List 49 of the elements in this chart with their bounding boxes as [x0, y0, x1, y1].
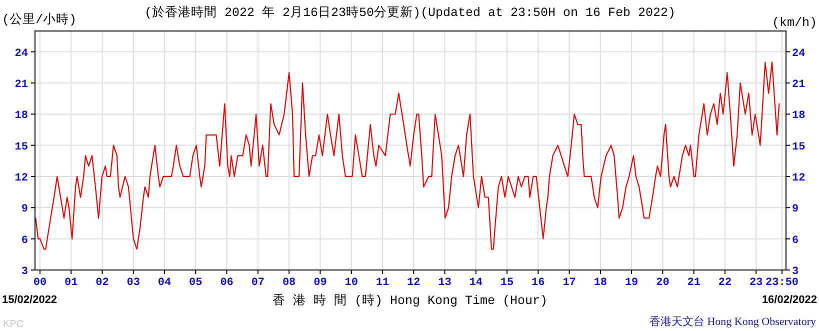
y2-tick-label: 9: [792, 204, 799, 216]
x-tick-label: 23:50: [766, 277, 799, 289]
y-tick-label: 18: [14, 110, 28, 122]
text: 15/02/2022: [2, 294, 58, 306]
y-tick-label: 6: [21, 234, 28, 247]
x-tick-label: 18: [594, 277, 608, 289]
x-tick-label: 06: [220, 277, 234, 289]
x-tick-label: 00: [33, 277, 47, 289]
y2-tick-label: 15: [792, 141, 806, 154]
x-tick-label: 20: [656, 277, 670, 289]
x-tick-label: 21: [687, 277, 701, 289]
line-series: [35, 62, 780, 250]
x-tick-label: 12: [407, 277, 420, 289]
x-tick-label: 08: [282, 277, 296, 289]
x-tick-label: 04: [158, 277, 172, 289]
y-tick-label: 12: [14, 172, 28, 184]
y-axis-title: (公里/小時): [2, 12, 77, 27]
y-tick-label: 9: [21, 204, 28, 216]
y-tick-label: 3: [21, 266, 28, 278]
x-tick-label: 05: [189, 277, 203, 289]
y2-tick-label: 18: [792, 110, 806, 122]
x-axis-title: 香 港 時 間 (時) Hong Kong Time (Hour): [272, 293, 548, 308]
x-tick-label: 07: [251, 277, 265, 289]
x-tick-label: 19: [624, 277, 638, 289]
text: 16/02/2022: [762, 294, 817, 306]
y2-tick-label: 24: [792, 48, 806, 60]
y2-axis-title: (km/h): [772, 16, 817, 30]
y-tick-label: 24: [14, 48, 28, 60]
y2-tick-label: 3: [792, 266, 799, 278]
text: 香港天文台 Hong Kong Observatory: [649, 315, 816, 328]
chart-title: (於香港時間 2022 年 2月16日23時50分更新)(Updated at 23:50H on 16 Feb 2022): [144, 5, 676, 20]
x-tick-label: 01: [64, 277, 78, 289]
x-tick-label: 10: [344, 277, 358, 289]
x-tick-label: 17: [562, 277, 576, 289]
y2-tick-label: 21: [792, 78, 806, 91]
y-tick-label: 15: [14, 141, 28, 154]
y-tick-label: 21: [14, 78, 28, 91]
x-tick-label: 15: [500, 277, 514, 289]
x-tick-label: 14: [469, 277, 483, 289]
x-tick-label: 13: [438, 277, 452, 289]
y2-tick-label: 12: [792, 172, 806, 184]
x-tick-label: 22: [718, 277, 732, 289]
x-tick-label: 03: [126, 277, 140, 289]
x-tick-label: 02: [96, 277, 109, 289]
x-tick-label: 09: [314, 277, 327, 289]
x-tick-label: 23: [750, 277, 764, 289]
y2-tick-label: 6: [792, 234, 799, 247]
x-tick-label: 16: [532, 277, 545, 289]
x-tick-label: 11: [376, 277, 390, 289]
